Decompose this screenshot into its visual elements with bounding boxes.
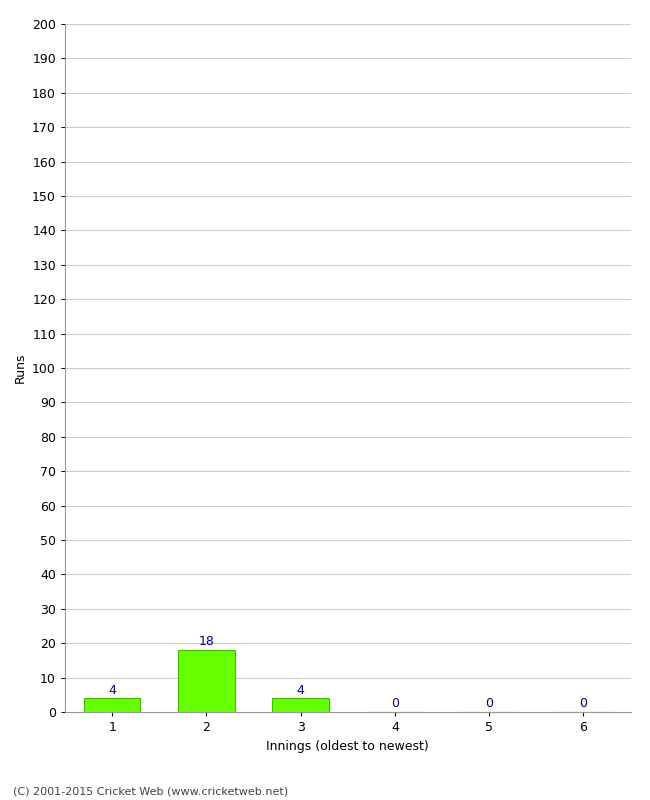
Text: 0: 0 [485, 698, 493, 710]
Text: 0: 0 [579, 698, 588, 710]
Text: 0: 0 [391, 698, 399, 710]
Bar [272, 698, 329, 712]
X-axis label: Innings (oldest to newest): Innings (oldest to newest) [266, 739, 429, 753]
Text: (C) 2001-2015 Cricket Web (www.cricketweb.net): (C) 2001-2015 Cricket Web (www.cricketwe… [13, 786, 288, 796]
Bar [84, 698, 140, 712]
Text: 4: 4 [296, 683, 305, 697]
Text: 4: 4 [108, 683, 116, 697]
Y-axis label: Runs: Runs [14, 353, 27, 383]
Text: 18: 18 [198, 635, 214, 648]
Bar [178, 650, 235, 712]
